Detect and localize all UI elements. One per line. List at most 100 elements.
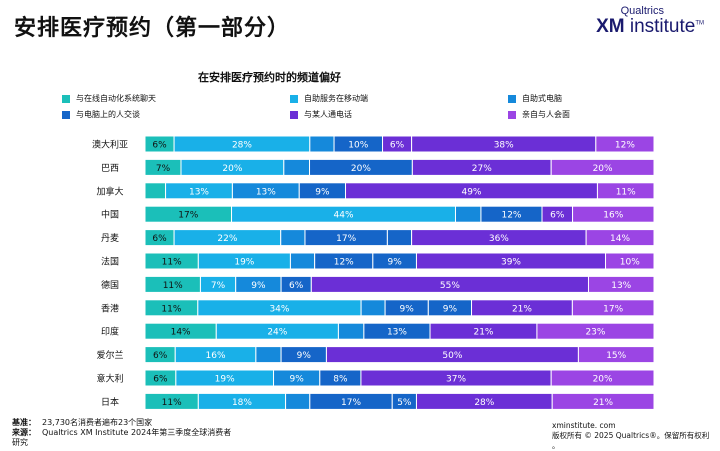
- category-label: 意大利: [96, 373, 123, 385]
- data-label: 9%: [297, 351, 312, 361]
- footer-source: 来源： Qualtrics XM Institute 2024年第三季度全球消费者: [12, 428, 231, 438]
- data-label: 12%: [501, 211, 521, 221]
- logo-xm-institute-text: XM instituteTM: [596, 17, 704, 36]
- legend-swatch: [62, 110, 70, 119]
- category-label: 中国: [101, 209, 119, 221]
- bar-segment: [309, 135, 335, 153]
- legend-label: 与电脑上的人交谈: [76, 110, 140, 119]
- category-label: 爱尔兰: [96, 349, 123, 361]
- logo-institute: institute: [624, 16, 696, 37]
- logo-qualtrics-text: Qualtrics: [620, 5, 664, 17]
- legend-item-chat-automated: 与在线自动化系统聊天: [62, 93, 156, 104]
- legend-swatch: [62, 94, 70, 103]
- data-label: 23%: [585, 328, 605, 338]
- data-label: 6%: [153, 351, 168, 361]
- bar-segment: [596, 182, 655, 200]
- chart-legend: 与在线自动化系统聊天 自助服务在移动端 自助式电脑 与电脑上的人交谈 与某人通电…: [62, 93, 682, 125]
- data-label: 20%: [593, 375, 613, 385]
- legend-label: 与某人通电话: [304, 110, 352, 119]
- data-label: 12%: [615, 141, 635, 151]
- category-label: 印度: [101, 326, 119, 338]
- data-label: 6%: [152, 234, 167, 244]
- bar-segment: [572, 205, 655, 223]
- data-label: 21%: [473, 328, 493, 338]
- data-label: 16%: [603, 211, 623, 221]
- bar-segment: [289, 252, 316, 270]
- legend-label: 自助式电脑: [522, 94, 562, 103]
- data-label: 14%: [610, 234, 630, 244]
- data-label: 22%: [217, 234, 237, 244]
- data-label: 7%: [211, 281, 226, 291]
- bar-segment: [587, 275, 655, 293]
- data-label: 28%: [232, 141, 252, 151]
- data-label: 13%: [611, 281, 631, 291]
- data-label: 34%: [269, 304, 289, 314]
- bar-segment: [285, 392, 311, 410]
- data-label: 17%: [341, 398, 361, 408]
- data-label: 36%: [489, 234, 509, 244]
- bar-segment: [585, 229, 655, 247]
- footer-source-value: Qualtrics XM Institute 2024年第三季度全球消费者: [42, 428, 232, 437]
- data-label: 11%: [616, 187, 636, 197]
- logo-xm: XM: [596, 16, 625, 37]
- bar-segment: [536, 322, 655, 340]
- data-label: 12%: [334, 258, 354, 268]
- data-label: 10%: [348, 141, 368, 151]
- bar-segment: [280, 229, 306, 247]
- data-label: 20%: [222, 164, 242, 174]
- data-label: 9%: [290, 375, 305, 385]
- data-label: 5%: [397, 398, 412, 408]
- data-label: 15%: [606, 351, 626, 361]
- bar-segment: [551, 392, 655, 410]
- data-label: 13%: [256, 187, 276, 197]
- data-label: 6%: [390, 141, 405, 151]
- data-label: 20%: [593, 164, 613, 174]
- data-label: 11%: [163, 281, 183, 291]
- data-label: 39%: [501, 258, 521, 268]
- footer-site[interactable]: xminstitute. com: [552, 421, 616, 430]
- bar-segment: [386, 229, 413, 247]
- data-label: 38%: [494, 141, 514, 151]
- footer-copyright-text: 版权所有 © 2025 Qualtrics®。保留所有权利: [552, 431, 710, 440]
- bar-segment: [571, 299, 655, 317]
- bar-segment: [550, 158, 655, 176]
- legend-label: 亲自与人会面: [522, 110, 570, 119]
- category-label: 巴西: [101, 163, 119, 174]
- legend-swatch: [290, 94, 298, 103]
- data-label: 13%: [189, 187, 209, 197]
- data-label: 9%: [388, 258, 403, 268]
- data-label: 17%: [336, 234, 356, 244]
- data-label: 10%: [620, 258, 640, 268]
- category-label: 日本: [101, 396, 119, 408]
- data-label: 7%: [156, 164, 171, 174]
- data-label: 21%: [593, 398, 613, 408]
- footer-dot: 。: [552, 441, 560, 450]
- footer-base-label: 基准：: [12, 418, 36, 427]
- data-label: 11%: [162, 258, 182, 268]
- bar-segment: [337, 322, 365, 340]
- footer-copyright: xminstitute. com 版权所有 © 2025 Qualtrics®。…: [552, 421, 709, 451]
- footer-base-value: 23,730名消费者遍布23个国家: [42, 418, 153, 427]
- footer-source-cont: 研究: [12, 438, 28, 447]
- logo-tm: TM: [695, 20, 704, 27]
- data-label: 13%: [387, 328, 407, 338]
- bar-segment: [283, 158, 311, 176]
- legend-item-in-person: 亲自与人会面: [508, 109, 570, 120]
- data-label: 9%: [251, 281, 266, 291]
- legend-item-self-service-computer: 自助式电脑: [508, 93, 562, 104]
- data-label: 50%: [442, 351, 462, 361]
- bar-segment: [577, 346, 655, 364]
- bar-segment: [454, 205, 482, 223]
- data-label: 11%: [162, 398, 182, 408]
- data-label: 55%: [440, 281, 460, 291]
- data-label: 37%: [446, 375, 466, 385]
- bar-segment: [605, 252, 655, 270]
- data-label: 8%: [333, 375, 348, 385]
- legend-item-self-service-mobile: 自助服务在移动端: [290, 93, 368, 104]
- data-label: 9%: [443, 304, 458, 314]
- data-label: 6%: [289, 281, 304, 291]
- footer-base: 基准： 23,730名消费者遍布23个国家: [12, 418, 231, 428]
- data-label: 19%: [234, 258, 254, 268]
- data-label: 9%: [400, 304, 415, 314]
